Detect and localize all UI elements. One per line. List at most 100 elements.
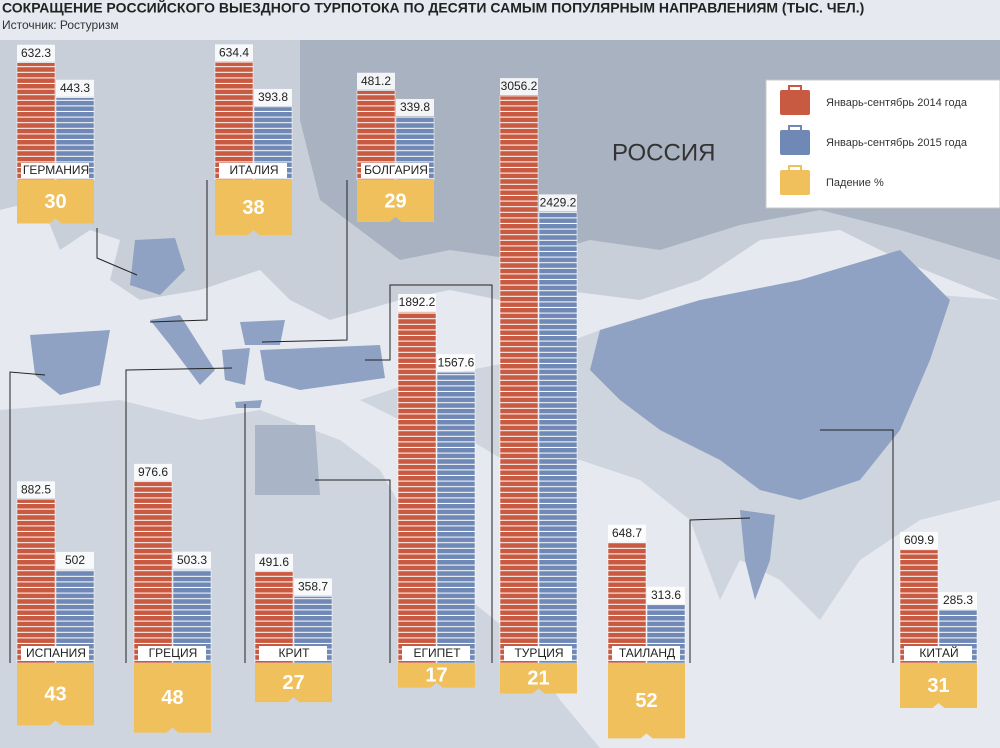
value-label-bg	[396, 98, 434, 116]
bar	[607, 542, 647, 664]
egypt	[255, 425, 320, 495]
thailand	[740, 510, 775, 600]
value-label-bg	[17, 44, 55, 62]
category-label: ТАИЛАНД	[619, 646, 675, 660]
legend-label: Январь-сентябрь 2015 года	[826, 137, 968, 149]
fall-label: 21	[527, 668, 549, 690]
value-label-bg	[56, 79, 94, 97]
leader-line	[315, 479, 391, 663]
leader-line	[689, 517, 751, 663]
value-label: 634.4	[219, 45, 249, 59]
category-label: КРИТ	[279, 646, 311, 660]
value-label-bg	[900, 531, 938, 549]
bar	[16, 62, 56, 181]
greece	[222, 348, 250, 385]
fall-box	[500, 663, 577, 694]
category-label: ГЕРМАНИЯ	[23, 163, 89, 177]
fall-box	[357, 180, 434, 223]
chart-title: СОКРАЩЕНИЕ РОССИЙСКОГО ВЫЕЗДНОГО ТУРПОТО…	[2, 0, 864, 16]
legend-icon	[780, 130, 810, 155]
turkey	[260, 345, 385, 390]
category-label-bg	[504, 646, 572, 661]
value-label-bg	[134, 463, 172, 481]
value-label-bg	[255, 553, 293, 571]
fall-label: 52	[635, 690, 657, 712]
leader-line	[9, 371, 46, 663]
value-label-bg	[56, 551, 94, 569]
fall-label: 29	[384, 190, 406, 212]
value-label-bg	[215, 44, 253, 62]
value-label: 632.3	[21, 46, 51, 60]
value-label: 339.8	[400, 100, 430, 114]
value-label: 3056.2	[501, 79, 538, 93]
category-label: ИТАЛИЯ	[230, 163, 279, 177]
value-label: 393.8	[258, 90, 288, 104]
bar	[133, 481, 173, 664]
fall-label: 17	[425, 665, 447, 687]
legend-label: Падение %	[826, 177, 884, 189]
value-label: 976.6	[138, 465, 168, 479]
value-label-bg	[357, 72, 395, 90]
legend-icon-handle	[788, 125, 802, 132]
value-label: 491.6	[259, 555, 289, 569]
leader-lines	[9, 180, 894, 663]
italy	[150, 315, 215, 385]
leader-line	[365, 284, 493, 663]
bar	[499, 95, 539, 664]
bulgaria	[240, 320, 285, 345]
leader-line	[261, 180, 348, 343]
value-label-bg	[608, 524, 646, 542]
category-label: ИСПАНИЯ	[26, 646, 86, 660]
value-label: 285.3	[943, 593, 973, 607]
fall-box	[215, 180, 292, 236]
fall-label: 48	[161, 687, 183, 709]
leader-line	[125, 367, 233, 663]
category-label-bg	[612, 646, 680, 661]
bar	[538, 212, 578, 664]
value-label-bg	[939, 592, 977, 610]
bar	[436, 371, 476, 664]
value-label: 481.2	[361, 74, 391, 88]
category-label-bg	[138, 646, 206, 661]
value-label: 2429.2	[540, 196, 577, 210]
china	[590, 250, 950, 500]
legend-icon-handle	[788, 165, 802, 172]
legend-label: Январь-сентябрь 2014 года	[826, 97, 968, 109]
category-label: ЕГИПЕТ	[413, 646, 461, 660]
bar	[397, 311, 437, 664]
germany	[130, 238, 185, 295]
map-label: РОССИЯ	[612, 139, 715, 166]
fall-box	[134, 663, 211, 733]
value-label-bg	[17, 481, 55, 499]
value-label-bg	[437, 354, 475, 372]
category-label-bg	[904, 646, 972, 661]
value-label: 648.7	[612, 526, 642, 540]
bar	[899, 549, 939, 664]
legend-icon-handle	[788, 85, 802, 92]
value-label-bg	[647, 586, 685, 604]
category-label-bg	[361, 163, 429, 178]
value-label: 1892.2	[399, 295, 436, 309]
value-label: 1567.6	[438, 355, 475, 369]
category-label: ТУРЦИЯ	[514, 646, 563, 660]
bar	[214, 62, 254, 181]
category-label-bg	[402, 646, 470, 661]
legend-icon	[780, 90, 810, 115]
fall-label: 31	[927, 675, 949, 697]
value-label: 882.5	[21, 482, 51, 496]
leader-line	[820, 429, 894, 663]
category-label: ГРЕЦИЯ	[149, 646, 198, 660]
spain	[30, 330, 110, 395]
leader-line	[149, 180, 208, 323]
chart-subtitle: Источник: Ростуризм	[2, 18, 119, 32]
category-label-bg	[21, 646, 89, 661]
fall-label: 30	[44, 191, 66, 213]
value-label: 358.7	[298, 580, 328, 594]
value-label: 609.9	[904, 533, 934, 547]
fall-box	[17, 180, 94, 224]
category-label-bg	[259, 646, 327, 661]
value-label: 313.6	[651, 588, 681, 602]
leader-line	[96, 228, 138, 276]
fall-label: 27	[282, 672, 304, 694]
fall-box	[608, 663, 685, 739]
